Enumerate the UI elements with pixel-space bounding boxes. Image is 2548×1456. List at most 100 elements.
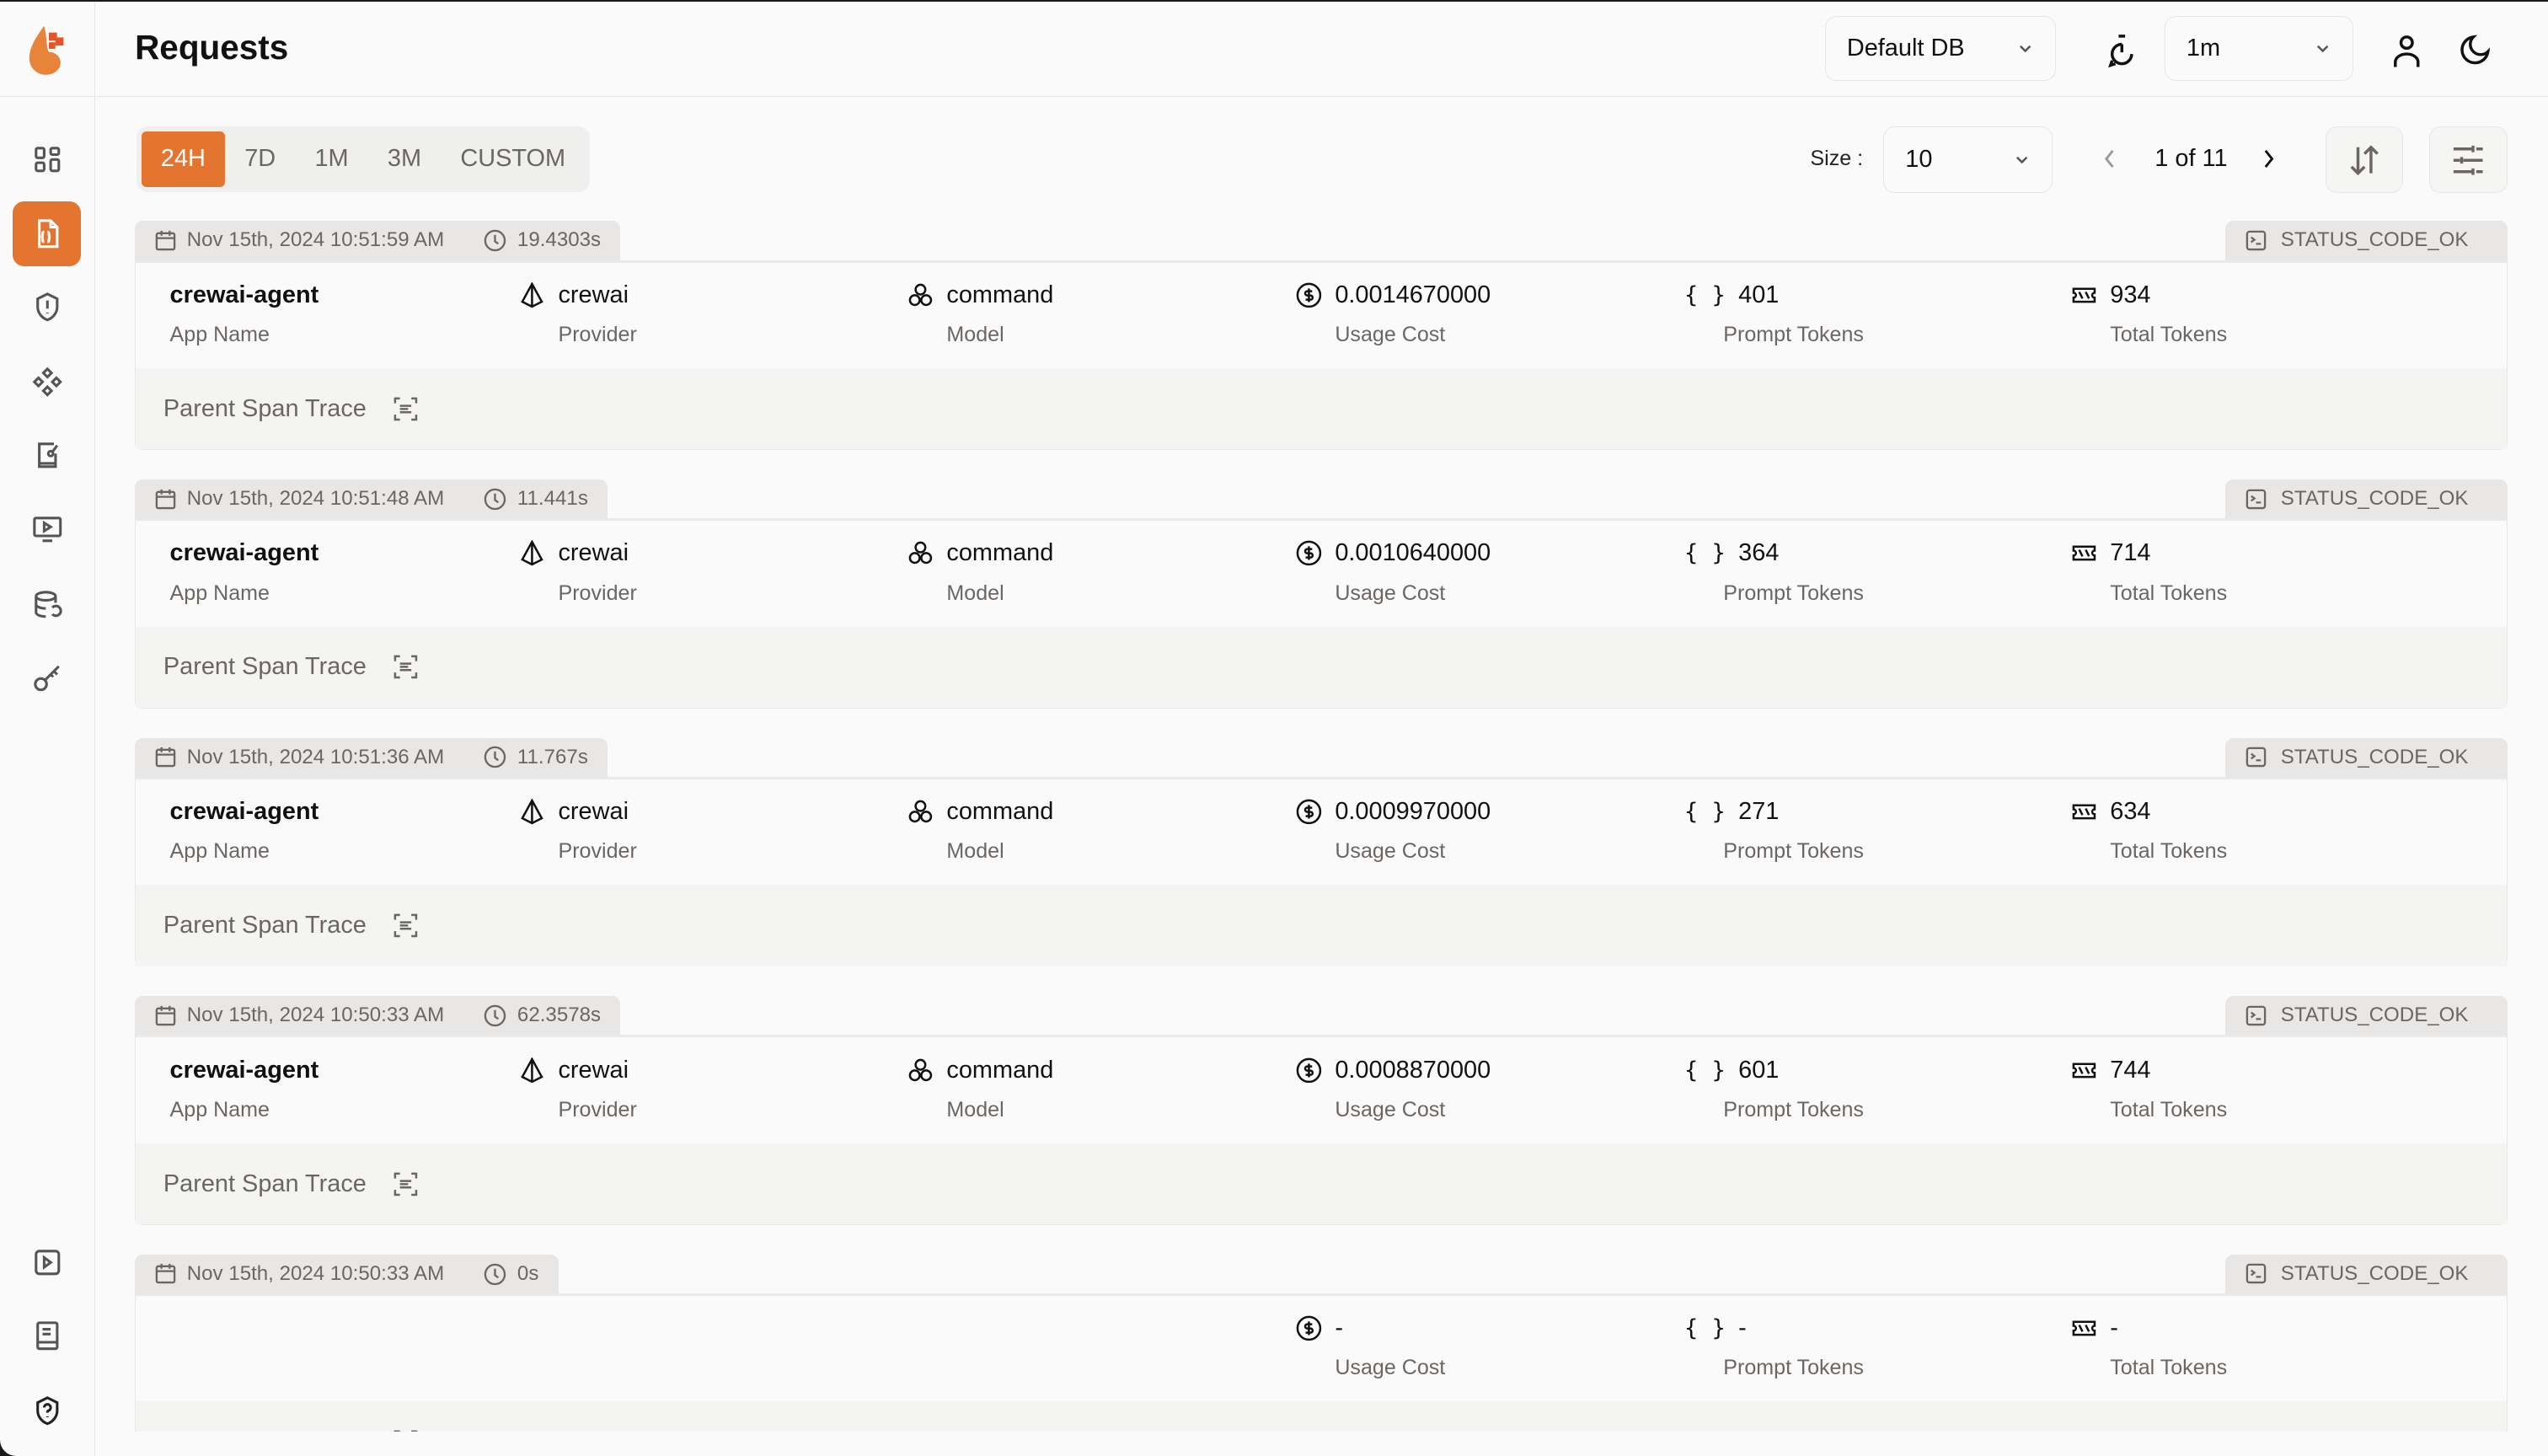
sidebar-item-dashboard[interactable]	[13, 126, 81, 191]
request-duration: 0s	[517, 1261, 539, 1285]
field-total-tokens: 934 Total Tokens	[2071, 279, 2227, 347]
sidebar-item-vault[interactable]	[13, 422, 81, 487]
field-provider: crewai Provider	[519, 279, 637, 347]
ticket-icon	[2072, 287, 2096, 303]
page-size-select[interactable]: 10	[1883, 126, 2053, 194]
book-icon	[35, 1321, 59, 1351]
request-card[interactable]: Nov 15th, 2024 10:50:33 AM 62.3578s STATUS…	[135, 996, 2508, 1227]
parent-span-trace[interactable]: Parent Span Trace	[136, 626, 2507, 708]
braces-icon: { }	[1684, 1315, 1726, 1342]
sidebar-item-database[interactable]	[13, 572, 81, 637]
dollar-circle-icon	[1296, 541, 1322, 566]
request-card[interactable]: Nov 15th, 2024 10:51:59 AM 19.4303s STATUS…	[135, 221, 2508, 452]
page-size-value: 10	[1905, 146, 1933, 174]
clock-icon	[484, 1263, 506, 1285]
model-icon	[908, 1058, 933, 1081]
app-name-label: App Name	[169, 839, 270, 864]
shield-alert-icon	[35, 292, 59, 322]
parent-span-trace[interactable]: Parent Span Trace	[136, 885, 2507, 966]
scan-text-icon[interactable]	[393, 396, 419, 422]
request-body: crewai-agent App Name crewai Provider comman…	[135, 1035, 2508, 1226]
code-file-icon	[37, 219, 59, 249]
database-select[interactable]: Default DB	[1824, 16, 2056, 82]
parent-span-trace[interactable]: Parent Span Trace	[136, 367, 2507, 450]
refresh-interval-select[interactable]: 1m	[2164, 16, 2353, 82]
tab-7d[interactable]: 7D	[244, 145, 276, 173]
scan-text-icon[interactable]	[393, 1171, 419, 1197]
sidebar-item-docs[interactable]	[13, 1303, 81, 1368]
parent-span-label: Parent Span Trace	[163, 653, 367, 681]
prompt-tokens-label: Prompt Tokens	[1723, 1356, 1864, 1380]
provider-icon	[521, 540, 543, 566]
status-badge: STATUS_CODE_OK	[2225, 479, 2508, 519]
sidebar-item-api-keys[interactable]	[13, 645, 81, 710]
video-play-icon	[34, 1250, 60, 1276]
sidebar-item-prompts[interactable]	[13, 350, 81, 415]
app-name-label: App Name	[169, 581, 270, 605]
tab-custom[interactable]: CUSTOM	[460, 145, 566, 173]
dollar-circle-icon	[1296, 1057, 1322, 1083]
request-duration: 11.441s	[517, 487, 588, 511]
page-title: Requests	[135, 27, 289, 67]
parent-span-trace[interactable]: Parent Span Trace	[136, 1401, 2507, 1432]
field-prompt-tokens: { } 601 Prompt Tokens	[1684, 1054, 1864, 1122]
provider-value: crewai	[558, 539, 629, 567]
parent-span-trace[interactable]: Parent Span Trace	[136, 1143, 2507, 1225]
status-badge: STATUS_CODE_OK	[2225, 737, 2508, 777]
request-timestamp: Nov 15th, 2024 10:50:33 AM	[186, 1261, 445, 1285]
field-provider: crewai Provider	[519, 537, 637, 605]
clock-icon	[484, 229, 506, 252]
request-duration: 11.767s	[517, 745, 588, 768]
usage-cost-label: Usage Cost	[1335, 581, 1446, 605]
tab-3m[interactable]: 3M	[387, 145, 422, 173]
request-meta: Nov 15th, 2024 10:50:33 AM 62.3578s	[135, 996, 621, 1036]
calendar-icon	[155, 489, 176, 509]
scan-text-icon[interactable]	[393, 1429, 419, 1432]
field-usage-cost: - Usage Cost	[1296, 1312, 1445, 1380]
prompt-tokens-label: Prompt Tokens	[1723, 322, 1864, 346]
app-name-label: App Name	[169, 322, 270, 346]
request-card[interactable]: Nov 15th, 2024 10:51:36 AM 11.767s STATUS_…	[135, 737, 2508, 969]
sidebar-item-exceptions[interactable]	[13, 275, 81, 340]
sort-button[interactable]	[2325, 126, 2404, 194]
model-label: Model	[946, 322, 1004, 346]
previous-page-button[interactable]	[2096, 145, 2122, 174]
request-meta: Nov 15th, 2024 10:50:33 AM 0s	[135, 1254, 559, 1294]
next-page-button[interactable]	[2256, 145, 2282, 174]
sidebar-item-tutorials[interactable]	[13, 1230, 81, 1295]
usage-cost-value: -	[1335, 1314, 1343, 1342]
sidebar-item-openground[interactable]	[13, 497, 81, 562]
sidebar-item-requests[interactable]	[13, 201, 82, 267]
terminal-icon	[2246, 747, 2267, 768]
clock-icon	[484, 488, 506, 510]
sidebar-item-help[interactable]	[13, 1378, 81, 1443]
request-card[interactable]: Nov 15th, 2024 10:51:48 AM 11.441s STATUS_…	[135, 479, 2508, 710]
user-icon[interactable]	[2387, 31, 2426, 70]
ticket-icon	[2072, 1063, 2096, 1078]
request-card[interactable]: Nov 15th, 2024 10:50:33 AM 0s STATUS_CODE_…	[135, 1254, 2508, 1432]
scan-text-icon[interactable]	[393, 654, 419, 680]
field-usage-cost: 0.0008870000 Usage Cost	[1296, 1054, 1491, 1122]
moon-icon[interactable]	[2455, 31, 2494, 70]
field-usage-cost: 0.0010640000 Usage Cost	[1296, 537, 1491, 605]
total-tokens-label: Total Tokens	[2110, 581, 2228, 605]
logo-icon[interactable]	[26, 24, 68, 77]
request-timestamp: Nov 15th, 2024 10:51:36 AM	[186, 745, 445, 768]
dollar-circle-icon	[1296, 799, 1322, 825]
provider-value: crewai	[558, 1056, 629, 1084]
request-body: - Usage Cost{ } - Prompt Tokens - Total Token…	[135, 1293, 2508, 1432]
total-tokens-label: Total Tokens	[2110, 322, 2228, 346]
request-duration: 62.3578s	[517, 1004, 602, 1027]
scan-text-icon[interactable]	[393, 913, 419, 939]
total-tokens-label: Total Tokens	[2110, 1097, 2228, 1121]
tab-1m[interactable]: 1M	[314, 145, 349, 173]
components-icon	[32, 367, 62, 397]
tab-24h[interactable]: 24H	[141, 131, 226, 187]
filter-settings-button[interactable]	[2429, 126, 2508, 194]
field-prompt-tokens: { } 364 Prompt Tokens	[1684, 537, 1864, 605]
dollar-circle-icon	[1296, 282, 1322, 308]
shield-question-icon	[35, 1395, 59, 1426]
parent-span-label: Parent Span Trace	[163, 1428, 367, 1432]
sort-arrows-icon	[2350, 145, 2379, 175]
usage-cost-label: Usage Cost	[1335, 322, 1446, 346]
